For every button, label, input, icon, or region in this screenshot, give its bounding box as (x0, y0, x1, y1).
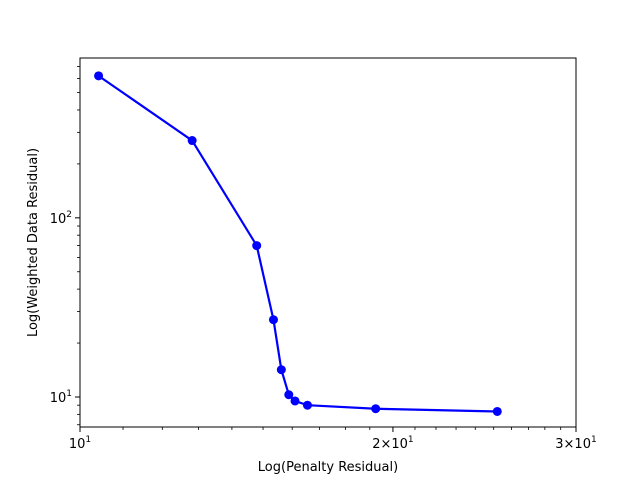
x-axis-label: Log(Penalty Residual) (258, 460, 398, 475)
y-tick-label: 102 (50, 210, 72, 227)
data-point (284, 390, 294, 400)
data-point (302, 400, 312, 410)
series-line (97, 74, 498, 413)
data-point (276, 365, 286, 375)
x-tick-label: 101 (69, 435, 91, 452)
plot-area (94, 71, 502, 416)
data-point (290, 396, 300, 406)
data-point (371, 404, 381, 414)
axis-ticks: 101 2×101 3×101 101 102 (50, 66, 597, 452)
y-axis-label: Log(Weighted Data Residual) (26, 148, 41, 337)
x-tick-label: 2×101 (372, 435, 413, 452)
data-point (252, 241, 262, 251)
data-point (94, 71, 104, 81)
data-point (187, 136, 197, 146)
x-tick-label: 3×101 (555, 435, 596, 452)
axes-frame (79, 57, 577, 428)
data-point (268, 315, 278, 325)
y-tick-label: 101 (50, 389, 72, 406)
data-point (492, 406, 502, 416)
